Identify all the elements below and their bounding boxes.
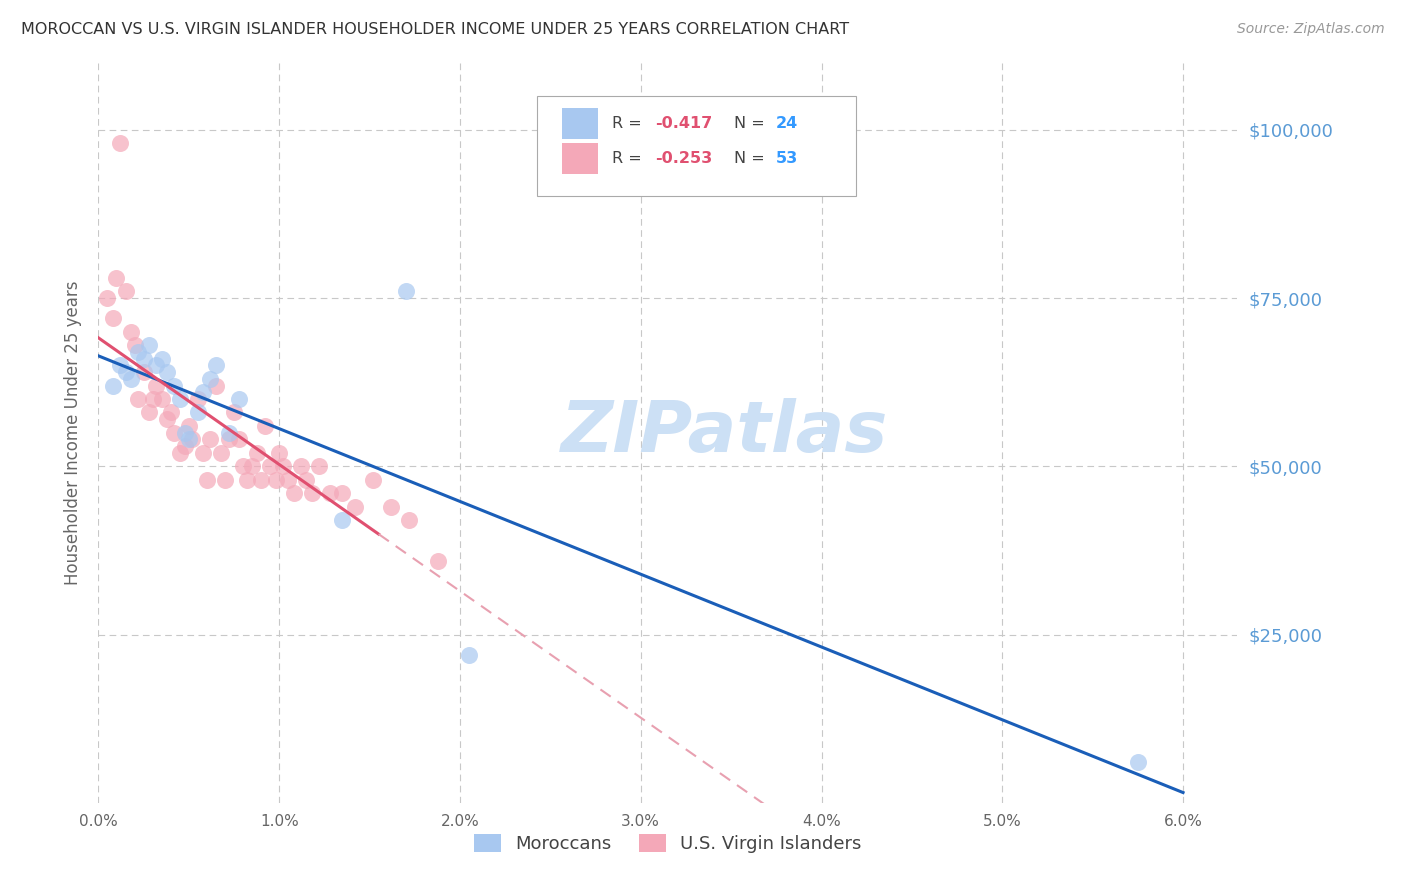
Point xyxy=(269,446,291,460)
Point xyxy=(195,473,218,487)
Point xyxy=(145,378,167,392)
Point xyxy=(114,285,136,299)
Point xyxy=(271,459,294,474)
Point xyxy=(259,459,281,474)
Point xyxy=(163,378,186,392)
Point xyxy=(138,338,160,352)
Point xyxy=(232,459,254,474)
FancyBboxPatch shape xyxy=(537,95,856,195)
Point xyxy=(246,446,269,460)
Point xyxy=(145,359,167,373)
Point xyxy=(235,473,257,487)
Point xyxy=(214,473,236,487)
Point xyxy=(332,513,354,527)
Point xyxy=(427,553,450,567)
Point xyxy=(240,459,263,474)
Point xyxy=(200,433,222,447)
Point xyxy=(187,405,209,419)
Point xyxy=(96,291,118,305)
Legend: Moroccans, U.S. Virgin Islanders: Moroccans, U.S. Virgin Islanders xyxy=(467,827,869,861)
Point xyxy=(218,425,240,440)
Point xyxy=(120,325,142,339)
Point xyxy=(283,486,305,500)
Text: 53: 53 xyxy=(776,151,799,166)
Point xyxy=(228,392,250,406)
Point xyxy=(150,392,173,406)
Point xyxy=(156,365,179,379)
Point xyxy=(209,446,232,460)
Point xyxy=(177,433,200,447)
Point xyxy=(218,433,240,447)
Point xyxy=(169,392,191,406)
Point xyxy=(228,433,250,447)
Point xyxy=(159,405,181,419)
Point xyxy=(380,500,402,514)
Point xyxy=(150,351,173,366)
Point xyxy=(127,392,149,406)
Point xyxy=(163,425,186,440)
Text: R =: R = xyxy=(612,116,647,131)
Point xyxy=(308,459,330,474)
Point xyxy=(332,486,354,500)
FancyBboxPatch shape xyxy=(562,143,599,174)
Point xyxy=(319,486,342,500)
Point xyxy=(108,359,131,373)
Text: R =: R = xyxy=(612,151,647,166)
Point xyxy=(127,344,149,359)
Point xyxy=(105,270,128,285)
Point xyxy=(156,412,179,426)
Point xyxy=(193,385,215,400)
Text: 24: 24 xyxy=(776,116,799,131)
Point xyxy=(398,513,420,527)
Point xyxy=(1126,756,1149,770)
Point xyxy=(138,405,160,419)
Text: N =: N = xyxy=(734,151,769,166)
Point xyxy=(277,473,299,487)
Point xyxy=(193,446,215,460)
Point xyxy=(181,433,204,447)
Point xyxy=(132,351,155,366)
Text: MOROCCAN VS U.S. VIRGIN ISLANDER HOUSEHOLDER INCOME UNDER 25 YEARS CORRELATION C: MOROCCAN VS U.S. VIRGIN ISLANDER HOUSEHO… xyxy=(21,22,849,37)
Y-axis label: Householder Income Under 25 years: Householder Income Under 25 years xyxy=(65,280,83,585)
Point xyxy=(187,392,209,406)
FancyBboxPatch shape xyxy=(562,108,599,139)
Point xyxy=(132,365,155,379)
Point xyxy=(222,405,245,419)
Point xyxy=(344,500,367,514)
Point xyxy=(174,425,197,440)
Point xyxy=(142,392,165,406)
Point xyxy=(395,285,418,299)
Text: ZIPatlas: ZIPatlas xyxy=(561,398,889,467)
Text: -0.253: -0.253 xyxy=(655,151,713,166)
Point xyxy=(301,486,323,500)
Point xyxy=(174,439,197,453)
Point xyxy=(361,473,384,487)
Point xyxy=(205,378,228,392)
Point xyxy=(169,446,191,460)
Point xyxy=(458,648,481,662)
Point xyxy=(120,372,142,386)
Point xyxy=(205,359,228,373)
Point xyxy=(114,365,136,379)
Point xyxy=(295,473,318,487)
Point xyxy=(124,338,146,352)
Point xyxy=(177,418,200,433)
Point xyxy=(200,372,222,386)
Text: -0.417: -0.417 xyxy=(655,116,713,131)
Point xyxy=(253,418,276,433)
Point xyxy=(101,311,124,326)
Text: Source: ZipAtlas.com: Source: ZipAtlas.com xyxy=(1237,22,1385,37)
Point xyxy=(250,473,273,487)
Text: N =: N = xyxy=(734,116,769,131)
Point xyxy=(264,473,287,487)
Point xyxy=(101,378,124,392)
Point xyxy=(290,459,312,474)
Point xyxy=(108,136,131,151)
